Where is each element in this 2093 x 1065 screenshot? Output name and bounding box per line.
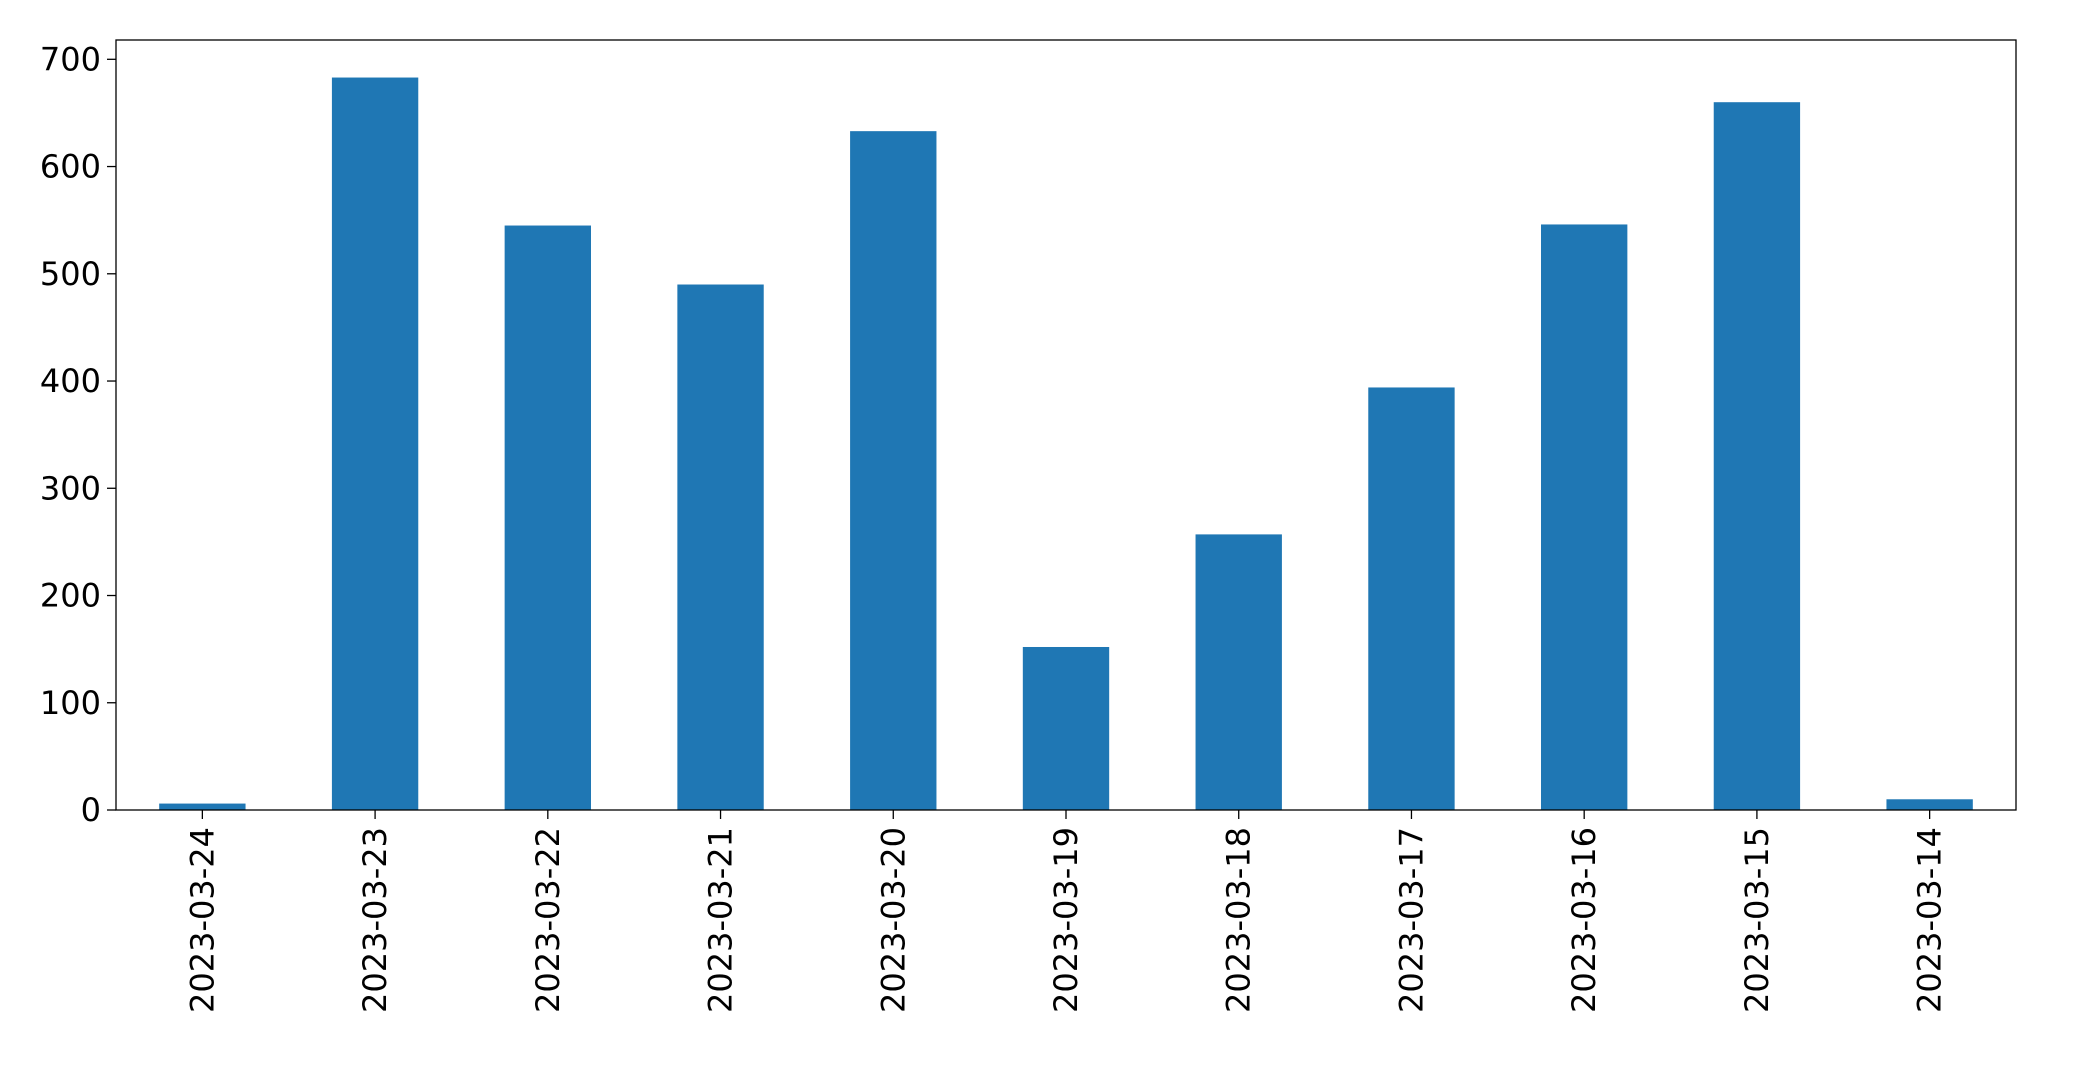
bar-2023-03-14: [1886, 799, 1973, 810]
x-axis: 2023-03-24 2023-03-23 2023-03-22 2023-03-21…: [183, 810, 1949, 1013]
x-tick-label: 2023-03-17: [1392, 827, 1430, 1013]
x-tick-label: 2023-03-21: [702, 827, 740, 1013]
x-tick-label: 2023-03-23: [356, 827, 394, 1013]
y-tick-label: 100: [40, 684, 101, 722]
x-tick-label: 2023-03-19: [1047, 827, 1085, 1013]
y-tick-label: 0: [81, 791, 101, 829]
y-tick-label: 500: [40, 255, 101, 293]
x-tick-label: 2023-03-14: [1911, 827, 1949, 1013]
bar-2023-03-19: [1022, 646, 1110, 810]
x-tick-label: 2023-03-15: [1738, 827, 1776, 1013]
bar-2023-03-15: [1713, 102, 1801, 810]
bar-2023-03-21: [677, 284, 764, 810]
bar-2023-03-17: [1368, 387, 1455, 810]
bar-2023-03-16: [1541, 224, 1628, 811]
bar-2023-03-23: [331, 77, 419, 811]
bar-2023-03-24: [159, 803, 246, 810]
bar-2023-03-22: [504, 225, 591, 811]
bar-2023-03-20: [850, 131, 937, 810]
y-tick-label: 400: [40, 362, 101, 400]
y-tick-label: 700: [40, 40, 101, 78]
y-tick-label: 200: [40, 577, 101, 615]
x-tick-label: 2023-03-20: [874, 827, 912, 1013]
plot-frame: [115, 39, 2017, 811]
y-tick-label: 600: [40, 148, 101, 186]
bar-2023-03-18: [1195, 534, 1282, 810]
x-tick-label: 2023-03-22: [529, 827, 567, 1013]
x-tick-label: 2023-03-24: [183, 827, 221, 1013]
bars-group: [159, 77, 1973, 811]
x-tick-label: 2023-03-18: [1220, 827, 1258, 1013]
y-tick-label: 300: [40, 469, 101, 507]
x-tick-label: 2023-03-16: [1565, 827, 1603, 1013]
y-axis: 0 100 200 300 400 500 600 700: [40, 40, 116, 829]
